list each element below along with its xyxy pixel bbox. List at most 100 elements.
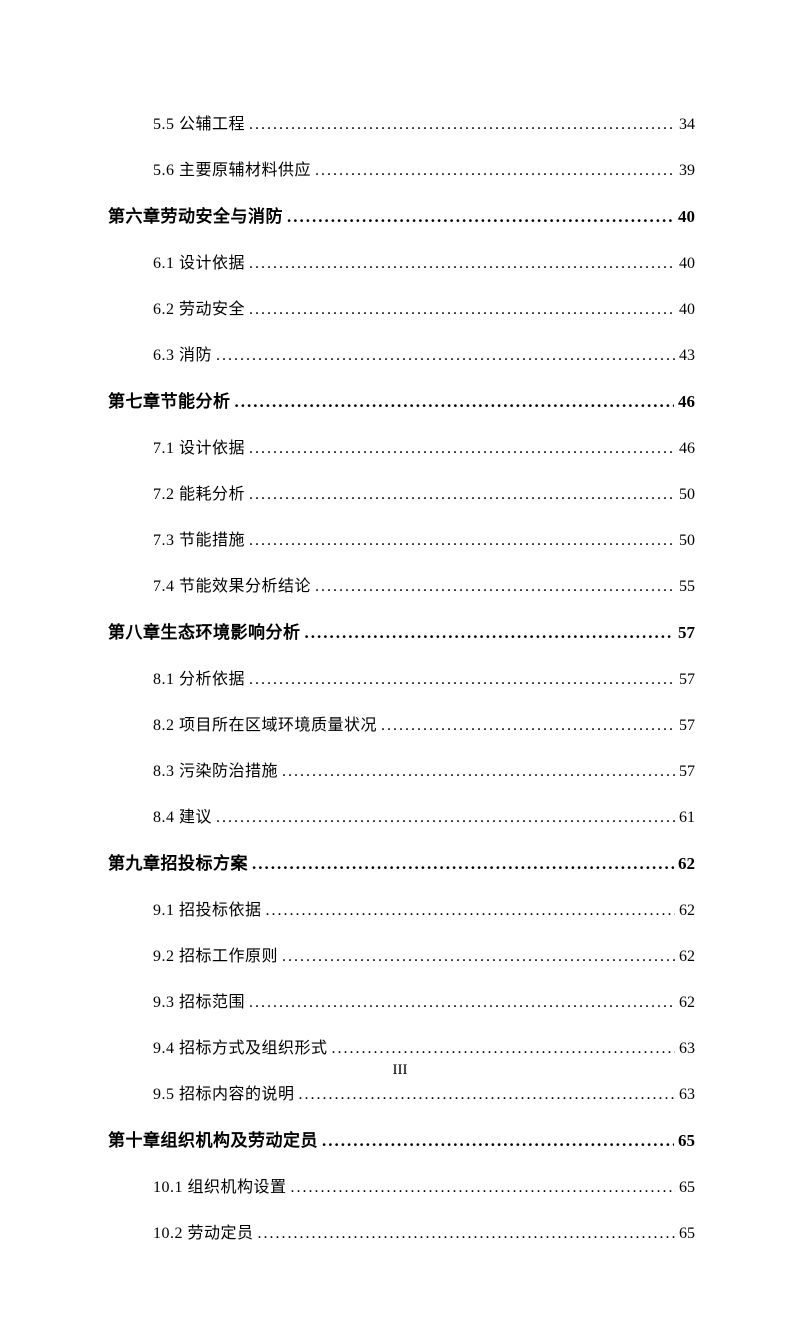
- toc-label: 第八章生态环境影响分析: [108, 618, 301, 643]
- toc-dots: ........................................…: [249, 486, 675, 504]
- toc-page-number: 62: [678, 854, 695, 874]
- toc-page-number: 57: [679, 671, 695, 689]
- toc-dots: ........................................…: [291, 1179, 675, 1197]
- toc-label: 第六章劳动安全与消防: [108, 202, 283, 227]
- toc-entry: 9.1 招投标依据 ..............................…: [153, 896, 695, 920]
- toc-dots: ........................................…: [322, 1131, 674, 1151]
- toc-label: 7.4 节能效果分析结论: [153, 572, 311, 596]
- toc-page-number: 46: [679, 440, 695, 458]
- toc-label: 第九章招投标方案: [108, 849, 248, 874]
- toc-dots: ........................................…: [305, 623, 675, 643]
- toc-page-number: 40: [678, 207, 695, 227]
- toc-page-number: 62: [679, 994, 695, 1012]
- toc-entry: 8.2 项目所在区域环境质量状况 .......................…: [153, 711, 695, 735]
- toc-dots: ........................................…: [249, 116, 675, 134]
- toc-label: 9.5 招标内容的说明: [153, 1080, 295, 1104]
- toc-label: 7.3 节能措施: [153, 526, 245, 550]
- toc-label: 5.5 公辅工程: [153, 110, 245, 134]
- toc-entry: 第七章节能分析 ................................…: [108, 387, 695, 412]
- toc-entry: 8.1 分析依据 ...............................…: [153, 665, 695, 689]
- toc-entry: 6.2 劳动安全 ...............................…: [153, 295, 695, 319]
- toc-dots: ........................................…: [381, 717, 675, 735]
- toc-dots: ........................................…: [282, 948, 675, 966]
- toc-entry: 5.5 公辅工程 ...............................…: [153, 110, 695, 134]
- toc-label: 7.1 设计依据: [153, 434, 245, 458]
- toc-entry: 9.2 招标工作原则 .............................…: [153, 942, 695, 966]
- toc-dots: ........................................…: [249, 255, 675, 273]
- toc-page-number: 34: [679, 116, 695, 134]
- toc-page-number: 65: [679, 1225, 695, 1243]
- toc-dots: ........................................…: [249, 301, 675, 319]
- toc-label: 9.2 招标工作原则: [153, 942, 278, 966]
- toc-dots: ........................................…: [315, 578, 675, 596]
- toc-dots: ........................................…: [235, 392, 675, 412]
- toc-label: 6.2 劳动安全: [153, 295, 245, 319]
- toc-page-number: 62: [679, 948, 695, 966]
- toc-dots: ........................................…: [216, 809, 675, 827]
- toc-page-number: 39: [679, 162, 695, 180]
- toc-dots: ........................................…: [299, 1086, 675, 1104]
- toc-page-number: 46: [678, 392, 695, 412]
- toc-label: 9.1 招投标依据: [153, 896, 262, 920]
- toc-label: 8.4 建议: [153, 803, 212, 827]
- toc-label: 9.3 招标范围: [153, 988, 245, 1012]
- toc-page-number: 65: [679, 1179, 695, 1197]
- toc-page-number: 61: [679, 809, 695, 827]
- toc-entry: 7.3 节能措施 ...............................…: [153, 526, 695, 550]
- toc-page-number: 40: [679, 255, 695, 273]
- toc-page-number: 55: [679, 578, 695, 596]
- toc-dots: ........................................…: [332, 1040, 675, 1058]
- toc-dots: ........................................…: [287, 207, 674, 227]
- toc-entry: 8.4 建议 .................................…: [153, 803, 695, 827]
- toc-entry: 9.5 招标内容的说明 ............................…: [153, 1080, 695, 1104]
- toc-page: 5.5 公辅工程 ...............................…: [0, 0, 800, 1325]
- page-number: III: [0, 1062, 800, 1079]
- toc-entry: 9.3 招标范围 ...............................…: [153, 988, 695, 1012]
- toc-page-number: 50: [679, 486, 695, 504]
- toc-dots: ........................................…: [249, 994, 675, 1012]
- toc-page-number: 57: [679, 717, 695, 735]
- toc-label: 8.2 项目所在区域环境质量状况: [153, 711, 377, 735]
- toc-dots: ........................................…: [249, 440, 675, 458]
- toc-entry: 10.1 组织机构设置 ............................…: [153, 1173, 695, 1197]
- toc-dots: ........................................…: [249, 532, 675, 550]
- toc-label: 7.2 能耗分析: [153, 480, 245, 504]
- toc-entry: 6.3 消防 .................................…: [153, 341, 695, 365]
- toc-dots: ........................................…: [216, 347, 675, 365]
- toc-page-number: 65: [678, 1131, 695, 1151]
- toc-label: 9.4 招标方式及组织形式: [153, 1034, 328, 1058]
- toc-dots: ........................................…: [249, 671, 675, 689]
- toc-label: 10.2 劳动定员: [153, 1219, 254, 1243]
- toc-entry: 第九章招投标方案 ...............................…: [108, 849, 695, 874]
- toc-label: 第七章节能分析: [108, 387, 231, 412]
- toc-entry: 5.6 主要原辅材料供应 ...........................…: [153, 156, 695, 180]
- toc-entry: 8.3 污染防治措施 .............................…: [153, 757, 695, 781]
- toc-label: 6.1 设计依据: [153, 249, 245, 273]
- toc-entry: 7.4 节能效果分析结论 ...........................…: [153, 572, 695, 596]
- toc-dots: ........................................…: [252, 854, 674, 874]
- toc-entry: 10.2 劳动定员 ..............................…: [153, 1219, 695, 1243]
- toc-label: 6.3 消防: [153, 341, 212, 365]
- toc-page-number: 57: [679, 763, 695, 781]
- toc-entry: 第八章生态环境影响分析 ............................…: [108, 618, 695, 643]
- toc-page-number: 50: [679, 532, 695, 550]
- toc-entry: 第六章劳动安全与消防 .............................…: [108, 202, 695, 227]
- toc-label: 8.1 分析依据: [153, 665, 245, 689]
- toc-entry: 第十章组织机构及劳动定员 ...........................…: [108, 1126, 695, 1151]
- toc-label: 5.6 主要原辅材料供应: [153, 156, 311, 180]
- toc-label: 8.3 污染防治措施: [153, 757, 278, 781]
- toc-page-number: 43: [679, 347, 695, 365]
- toc-page-number: 57: [678, 623, 695, 643]
- toc-entry: 6.1 设计依据 ...............................…: [153, 249, 695, 273]
- toc-page-number: 62: [679, 902, 695, 920]
- toc-dots: ........................................…: [266, 902, 675, 920]
- toc-label: 10.1 组织机构设置: [153, 1173, 287, 1197]
- toc-dots: ........................................…: [315, 162, 675, 180]
- toc-page-number: 63: [679, 1040, 695, 1058]
- toc-entry: 7.1 设计依据 ...............................…: [153, 434, 695, 458]
- toc-page-number: 40: [679, 301, 695, 319]
- toc-dots: ........................................…: [282, 763, 675, 781]
- toc-entry: 9.4 招标方式及组织形式 ..........................…: [153, 1034, 695, 1058]
- toc-entry: 7.2 能耗分析 ...............................…: [153, 480, 695, 504]
- toc-label: 第十章组织机构及劳动定员: [108, 1126, 318, 1151]
